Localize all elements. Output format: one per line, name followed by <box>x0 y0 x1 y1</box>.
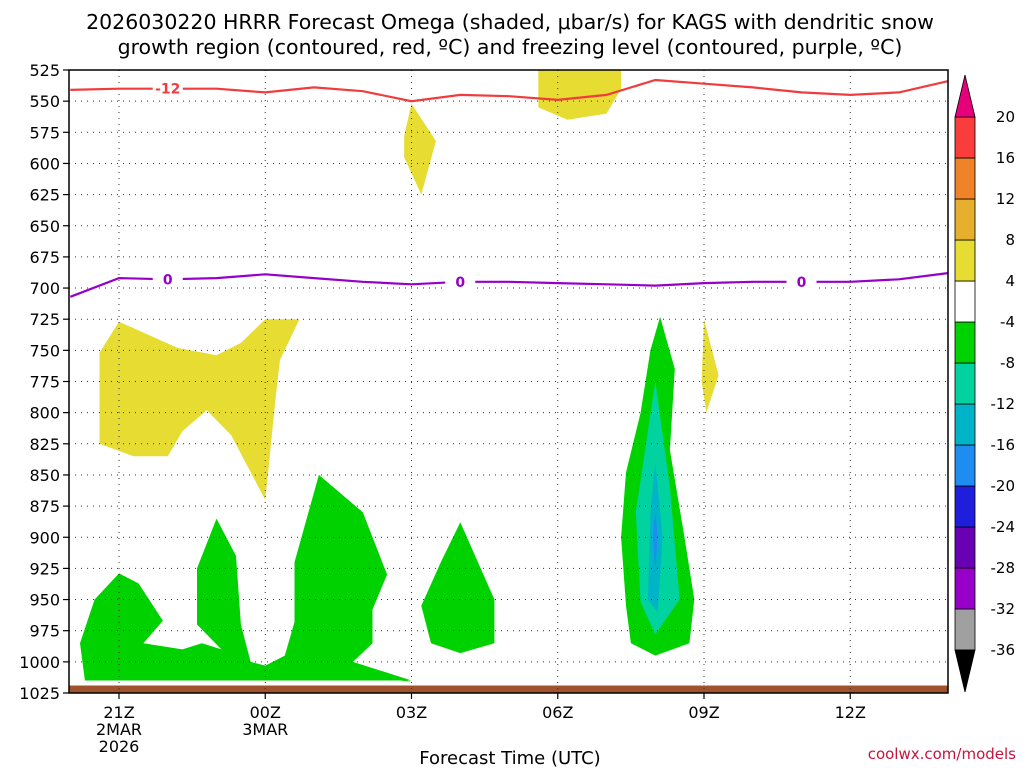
contour-label-bg-2-1 <box>152 271 183 288</box>
x-tick-label-12Z-1: 12Z <box>835 703 866 722</box>
x-tick-label-06Z-1: 06Z <box>542 703 573 722</box>
contour-label-bg-2-3 <box>786 273 817 290</box>
colorbar-label-4: -24 <box>991 518 1016 536</box>
colorbar-label-3: -28 <box>991 559 1016 577</box>
contour-line-1 <box>70 78 948 103</box>
y-tick-label-600: 600 <box>29 154 60 173</box>
x-tick-label-21Z-3: 2026 <box>99 737 140 756</box>
y-tick-label-775: 775 <box>29 373 60 392</box>
contour-label-2-3: 0 <box>797 275 807 291</box>
x-tick-label-00Z-1: 00Z <box>250 703 281 722</box>
colorbar-bin-12 <box>954 157 976 200</box>
colorbar-bin-6 <box>954 403 976 446</box>
y-tick-label-700: 700 <box>29 279 60 298</box>
y-tick-label-550: 550 <box>29 92 60 111</box>
colorbar-over-arrow <box>954 74 976 118</box>
y-tick-label-850: 850 <box>29 466 60 485</box>
y-tick-label-975: 975 <box>29 622 60 641</box>
colorbar-under-arrow <box>954 649 976 693</box>
omega-region-2 <box>404 103 436 195</box>
y-tick-label-950: 950 <box>29 591 60 610</box>
credit-text: coolwx.com/models <box>868 745 1016 763</box>
colorbar-label-14: 20 <box>996 108 1015 126</box>
plot-fill-layer <box>69 70 948 693</box>
x-tick-label-09Z-1: 09Z <box>688 703 719 722</box>
colorbar-label-1: -36 <box>991 641 1016 659</box>
x-tick-label-03Z-1: 03Z <box>396 703 427 722</box>
y-tick-label-875: 875 <box>29 497 60 516</box>
contour-layer: -12 0 0 0 <box>69 78 948 298</box>
colorbar-label-13: 16 <box>996 149 1015 167</box>
colorbar-label-12: 12 <box>996 190 1015 208</box>
contour-label-1-1: -12 <box>155 82 180 98</box>
y-tick-label-900: 900 <box>29 528 60 547</box>
colorbar-bin-5 <box>954 444 976 487</box>
y-tick-label-525: 525 <box>29 61 60 80</box>
colorbar-label-10: 4 <box>1005 272 1015 290</box>
x-tick-label-21Z-1: 21Z <box>103 703 134 722</box>
y-tick-label-675: 675 <box>29 248 60 267</box>
y-tick-label-1000: 1000 <box>19 653 60 672</box>
y-tick-label-925: 925 <box>29 559 60 578</box>
colorbar-bin-2 <box>954 567 976 610</box>
omega-region-3 <box>99 319 300 500</box>
x-tick-label-21Z-2: 2MAR <box>96 720 142 739</box>
y-tick-label-575: 575 <box>29 123 60 142</box>
colorbar-bin-3 <box>954 526 976 569</box>
omega-region-1 <box>538 70 622 120</box>
colorbar-label-9: -4 <box>1000 313 1015 331</box>
colorbar-label-11: 8 <box>1005 231 1015 249</box>
y-tick-label-800: 800 <box>29 404 60 423</box>
colorbar-label-6: -16 <box>991 436 1016 454</box>
contour-label-bg-2-2 <box>445 273 476 290</box>
y-tick-label-825: 825 <box>29 435 60 454</box>
y-tick-label-750: 750 <box>29 341 60 360</box>
colorbar-bin-7 <box>954 362 976 405</box>
colorbar-label-7: -12 <box>991 395 1016 413</box>
colorbar-bin-10 <box>954 239 976 282</box>
colorbar-label-5: -20 <box>991 477 1016 495</box>
omega-region-4 <box>701 319 719 413</box>
x-axis-label: Forecast Time (UTC) <box>419 748 600 768</box>
omega-region-7 <box>421 522 495 654</box>
y-axis: 525 550 575 600 625 650 675 700 725 750 775 800 825 8… <box>19 61 69 703</box>
chart-title-line2: growth region (contoured, red, ºC) and f… <box>118 35 903 59</box>
contour-label-2-1: 0 <box>163 272 173 288</box>
x-tick-label-00Z-2: 3MAR <box>242 720 288 739</box>
y-tick-label-1025: 1025 <box>19 684 60 703</box>
y-tick-label-725: 725 <box>29 310 60 329</box>
colorbar: -36 -32 -28 -24 -20 -16 -12 -8 -4 4 8 12 16 20 <box>954 74 1016 693</box>
colorbar-label-8: -8 <box>1000 354 1015 372</box>
y-tick-label-650: 650 <box>29 217 60 236</box>
colorbar-bin-13 <box>954 116 976 159</box>
colorbar-bin-8 <box>954 321 976 364</box>
omega-region-6 <box>289 649 412 682</box>
chart-title-line1: 2026030220 HRRR Forecast Omega (shaded, … <box>86 10 934 34</box>
contour-label-bg-1-1 <box>152 80 183 97</box>
contour-label-2-2: 0 <box>455 275 465 291</box>
y-tick-label-625: 625 <box>29 186 60 205</box>
colorbar-bin-1 <box>954 608 976 651</box>
colorbar-bin-4 <box>954 485 976 528</box>
ground-surface <box>69 685 948 693</box>
omega-region-5 <box>80 474 412 681</box>
colorbar-bin-9 <box>954 280 976 323</box>
colorbar-bin-11 <box>954 198 976 241</box>
colorbar-label-2: -32 <box>991 600 1016 618</box>
omega-region-11 <box>652 512 658 569</box>
